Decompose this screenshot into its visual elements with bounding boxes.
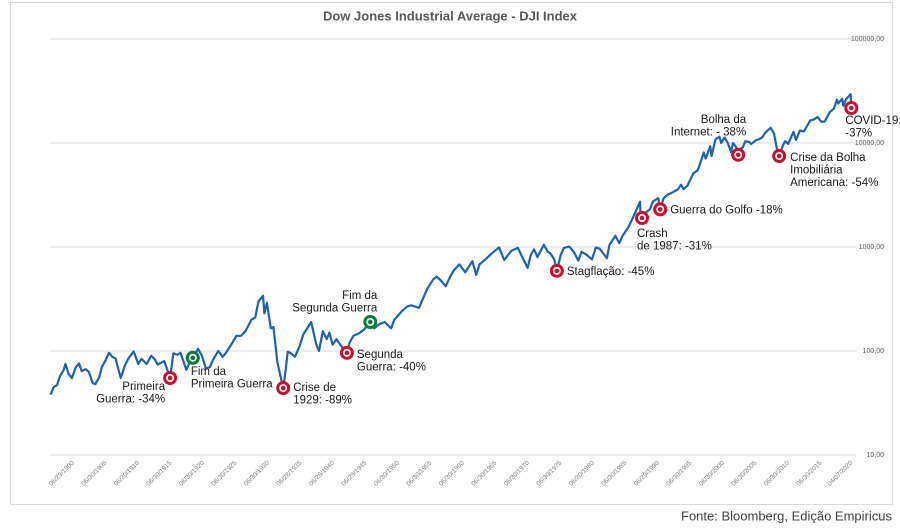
y-tick-label: 100000,00 bbox=[851, 36, 884, 43]
event-marker bbox=[185, 350, 200, 365]
y-tick-label: 1000,00 bbox=[859, 244, 884, 251]
event-marker bbox=[772, 148, 787, 163]
event-label: 1929: -89% bbox=[293, 395, 352, 407]
event-label: Crise de bbox=[293, 382, 336, 394]
event-label: Americana: -54% bbox=[790, 177, 878, 189]
y-tick-label: 10000,00 bbox=[855, 140, 884, 147]
index-line bbox=[49, 93, 853, 396]
marker-dot bbox=[167, 375, 173, 381]
event-label: COVID-19: bbox=[845, 115, 900, 127]
event-label: Internet: - 38% bbox=[671, 126, 746, 138]
event-label: Primeira bbox=[122, 381, 165, 393]
event-label: Crise da Bolha bbox=[790, 152, 866, 164]
marker-dot bbox=[849, 105, 854, 111]
event-label: Bolha da bbox=[701, 114, 747, 126]
event-label: Guerra: -40% bbox=[357, 361, 426, 373]
event-label: Fim da bbox=[191, 366, 227, 378]
event-label: -37% bbox=[845, 128, 872, 140]
event-marker bbox=[339, 345, 354, 360]
marker-dot bbox=[776, 153, 782, 159]
marker-dot bbox=[657, 207, 663, 212]
chart-frame bbox=[10, 2, 893, 505]
event-label: Guerra: -34% bbox=[96, 394, 165, 406]
event-marker bbox=[276, 381, 291, 396]
marker-dot bbox=[554, 268, 560, 274]
event-label: Guerra do Golfo -18% bbox=[670, 204, 783, 216]
marker-dot bbox=[190, 355, 196, 361]
event-label: Stagflação: -45% bbox=[567, 266, 655, 278]
marker-dot bbox=[735, 152, 741, 158]
chart-title: Dow Jones Industrial Average - DJI Index bbox=[323, 8, 578, 23]
event-marker bbox=[163, 371, 178, 386]
event-label: Primeira Guerra bbox=[191, 378, 273, 390]
event-marker bbox=[844, 101, 859, 116]
event-marker bbox=[731, 147, 746, 162]
event-marker bbox=[653, 202, 668, 217]
y-tick-label: 100,00 bbox=[863, 348, 885, 355]
event-label: Segunda bbox=[357, 349, 404, 361]
event-label: Fim da bbox=[342, 290, 378, 302]
event-marker bbox=[363, 315, 378, 330]
y-tick-label: 10,00 bbox=[866, 452, 884, 459]
event-marker bbox=[635, 211, 649, 226]
event-label: Imobiliária bbox=[790, 165, 843, 177]
marker-dot bbox=[639, 215, 645, 221]
event-label: Crash bbox=[637, 228, 668, 240]
event-marker bbox=[549, 263, 564, 278]
marker-dot bbox=[344, 350, 350, 356]
event-label: Segunda Guerra bbox=[292, 303, 378, 315]
marker-dot bbox=[368, 319, 373, 325]
source-note: Fonte: Bloomberg, Edição Empiricus bbox=[681, 508, 892, 523]
event-label: de 1987: -31% bbox=[637, 241, 712, 253]
marker-dot bbox=[280, 385, 286, 391]
